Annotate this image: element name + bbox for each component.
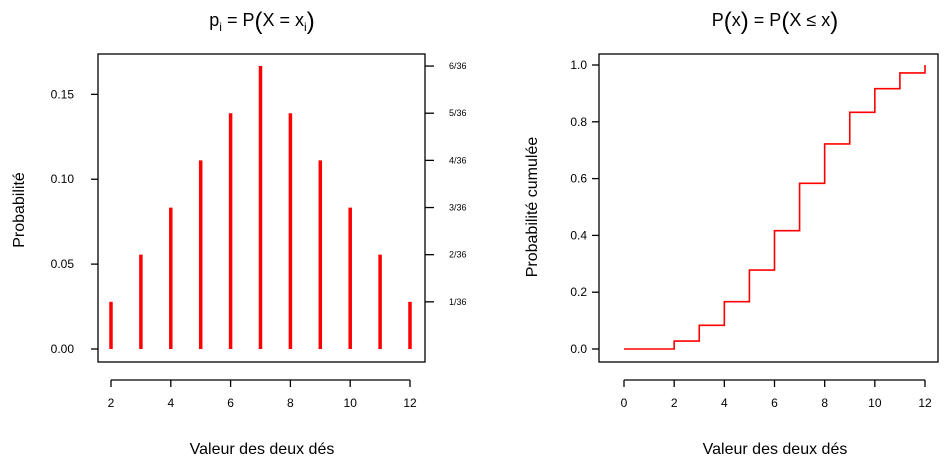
right-x-axis: 0 2 4 6 8 10 12	[621, 379, 932, 410]
left-y-axis: 0.00 0.05 0.10 0.15	[51, 87, 98, 356]
right-plot-frame	[598, 53, 939, 363]
y-tick-label: 0.2	[570, 285, 587, 299]
right-panel-cdf: P(x) = P(X ≤ x) 0 2 4 6 8 10 12 0.00.20.40.60.…	[524, 8, 939, 458]
x-tick-label: 8	[287, 396, 294, 410]
y-tick-label: 0.8	[570, 115, 587, 129]
y-tick-label: 0.4	[570, 228, 587, 242]
left-x-axis: 2 4 6 8 10 12	[108, 379, 417, 410]
right-title: P(x) = P(X ≤ x)	[712, 8, 838, 35]
x-tick-label: 6	[227, 396, 234, 410]
x-tick-label: 10	[868, 396, 882, 410]
right-tick-label: 3/36	[449, 203, 467, 213]
y-tick-label: 0.15	[51, 87, 75, 101]
left-y-axis-label: Probabilité	[11, 172, 28, 248]
x-tick-label: 2	[671, 396, 678, 410]
left-title: pi = P(X = xi)	[209, 8, 314, 35]
right-step-line	[624, 65, 926, 350]
left-bars	[109, 66, 412, 349]
y-tick-label: 0.00	[51, 342, 75, 356]
right-y-axis: 0.0 0.2 0.4 0.6 0.8 1.0	[570, 58, 599, 356]
x-tick-label: 12	[403, 396, 417, 410]
right-tick-label: 4/36	[449, 155, 467, 165]
y-tick-label: 1.0	[570, 58, 587, 72]
right-tick-label: 2/36	[449, 250, 467, 260]
x-tick-label: 0	[621, 396, 628, 410]
right-tick-label: 1/36	[449, 297, 467, 307]
right-y-axis-label: Probabilité cumulée	[524, 137, 541, 278]
x-tick-label: 4	[721, 396, 728, 410]
y-tick-label: 0.6	[570, 172, 587, 186]
right-tick-label: 5/36	[449, 108, 467, 118]
left-right-axis: 1/36 2/36 3/36 4/36 5/36 6/36	[425, 61, 467, 307]
right-x-axis-label: Valeur des deux dés	[703, 441, 848, 458]
y-tick-label: 0.10	[51, 172, 75, 186]
left-panel-pmf: pi = P(X = xi) 2 4 6 8 10 12 0.00 0.05 0.10 0.15…	[11, 8, 467, 458]
x-tick-label: 6	[771, 396, 778, 410]
x-tick-label: 8	[821, 396, 828, 410]
x-tick-label: 2	[108, 396, 115, 410]
x-tick-label: 12	[918, 396, 932, 410]
y-tick-label: 0.0	[570, 342, 587, 356]
y-tick-label: 0.05	[51, 257, 75, 271]
left-x-axis-label: Valeur des deux dés	[190, 441, 335, 458]
x-tick-label: 10	[344, 396, 358, 410]
x-tick-label: 4	[167, 396, 174, 410]
right-tick-label: 6/36	[449, 61, 467, 71]
cdf-step-line	[624, 65, 926, 350]
